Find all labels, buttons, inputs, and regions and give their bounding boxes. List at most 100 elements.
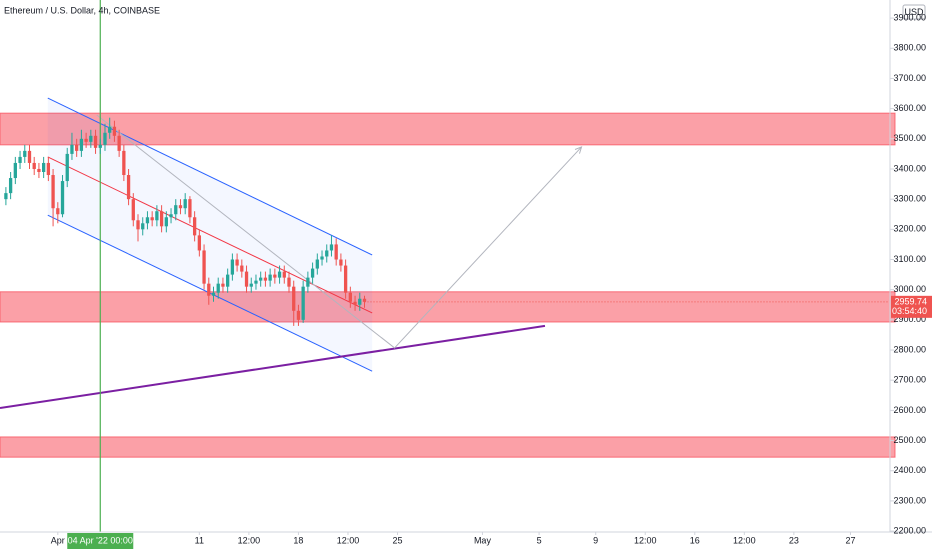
candle-body: [259, 277, 263, 281]
crosshair-label-box: [67, 533, 134, 549]
candle-body: [221, 283, 225, 287]
candle-body: [108, 126, 112, 133]
y-tick-label: 3600.00: [893, 103, 926, 113]
candle-body: [8, 178, 13, 194]
candle-body: [23, 150, 27, 157]
candle-body: [98, 144, 102, 148]
x-tick-label: 16: [690, 535, 700, 545]
x-tick-label: May: [474, 535, 492, 545]
x-tick-label: 5: [537, 535, 542, 545]
candle-body: [89, 135, 93, 142]
last-price-label: 2959.74: [894, 297, 927, 307]
candle-body: [287, 277, 291, 287]
candle-body: [27, 150, 32, 163]
candle-body: [353, 301, 357, 305]
candle-body: [348, 292, 352, 302]
candle-body: [192, 217, 197, 236]
y-tick-label: 3700.00: [893, 73, 926, 83]
candle-body: [46, 162, 51, 176]
candle-body: [174, 205, 178, 215]
y-tick-label: 2700.00: [893, 375, 926, 385]
x-tick-label: 27: [845, 535, 855, 545]
candle-body: [315, 259, 319, 269]
y-tick-label: 2800.00: [893, 344, 926, 354]
candle-body: [136, 220, 140, 230]
candle-body: [122, 150, 126, 176]
chart-title: Ethereum / U.S. Dollar, 4h, COINBASE: [4, 5, 160, 15]
candle-body: [296, 310, 301, 320]
zone: [0, 291, 896, 323]
candle-body: [202, 250, 206, 284]
arrow-head: [574, 146, 583, 154]
candle-body: [282, 271, 286, 278]
candle-body: [18, 156, 22, 163]
candle-body: [334, 244, 338, 260]
candle-body: [188, 199, 192, 218]
x-tick-label: 12:00: [337, 535, 360, 545]
x-tick-label: 25: [393, 535, 403, 545]
candle-body: [211, 292, 216, 296]
candle-body: [169, 214, 173, 218]
y-tick-label: 3200.00: [893, 224, 926, 234]
candle-body: [325, 250, 329, 257]
currency-label: USD: [904, 7, 924, 17]
candle-body: [141, 223, 145, 230]
trend-line: [0, 324, 546, 409]
candle-body: [93, 135, 98, 148]
candle-body: [103, 132, 107, 145]
candle-body: [240, 265, 244, 272]
candle-body: [70, 144, 74, 154]
candle-body: [178, 205, 183, 209]
candle-body: [320, 256, 324, 260]
candle-body: [112, 126, 117, 136]
y-tick-label: 2300.00: [893, 495, 926, 505]
currency-badge: [902, 4, 926, 20]
y-tick-label: 2400.00: [893, 465, 926, 475]
candle-body: [164, 217, 168, 227]
candle-body: [254, 280, 258, 284]
candle-body: [159, 211, 164, 227]
x-tick-label: 11: [195, 535, 204, 545]
candle-body: [155, 211, 159, 221]
y-tick-label: 2200.00: [893, 525, 926, 535]
candle-body: [75, 144, 79, 151]
candle-body: [230, 259, 235, 275]
y-tick-label: 3800.00: [893, 43, 926, 53]
candle-body: [13, 162, 17, 179]
y-tick-label: 3300.00: [893, 194, 926, 204]
candle-body: [306, 277, 310, 287]
y-tick-label: 3000.00: [893, 284, 926, 294]
zone: [0, 112, 896, 146]
x-tick-label: 12:00: [733, 535, 756, 545]
countdown-label: 03:54:40: [892, 306, 927, 316]
x-tick-label: 12:00: [634, 535, 657, 545]
plot-area: [0, 0, 896, 532]
candle-body: [268, 274, 272, 281]
candle-body: [277, 271, 282, 278]
channel-middle: [47, 156, 373, 314]
candle-body: [131, 199, 135, 221]
candle-body: [301, 286, 305, 320]
candle-body: [249, 283, 253, 287]
y-tick-label: 3500.00: [893, 133, 926, 143]
x-tick-label: 18: [293, 535, 303, 545]
candle-body: [56, 208, 60, 215]
candle-body: [51, 175, 55, 209]
y-tick-label: 3400.00: [893, 163, 926, 173]
candle-body: [4, 193, 8, 200]
projection-path: [96, 114, 582, 349]
zone: [0, 436, 896, 458]
candle-body: [84, 138, 88, 142]
candle-body: [145, 217, 150, 224]
channel-upper: [47, 97, 373, 256]
candle-body: [79, 138, 84, 151]
y-tick-label: 2600.00: [893, 405, 926, 415]
candle-body: [150, 217, 154, 221]
x-tick-label: Apr: [51, 535, 65, 545]
candle-body: [235, 259, 239, 266]
candle-body: [329, 244, 334, 251]
candle-body: [183, 199, 187, 209]
candle-body: [65, 153, 69, 182]
